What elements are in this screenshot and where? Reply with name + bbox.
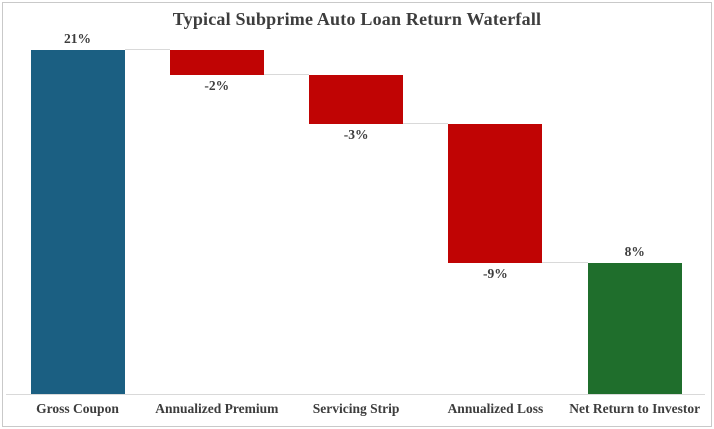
value-label-annualized-loss: -9% <box>483 265 508 281</box>
connector-line-1 <box>124 49 170 50</box>
category-label-servicing-strip: Servicing Strip <box>312 401 400 416</box>
connector-line-2 <box>263 73 310 75</box>
bar-annualized-premium <box>169 50 264 75</box>
value-label-annualized-premium: -2% <box>204 77 230 93</box>
bar-servicing-strip <box>309 74 404 124</box>
chart-title: Typical Subprime Auto Loan Return Waterf… <box>172 9 542 29</box>
x-axis-line <box>6 394 705 395</box>
bar-net-return-to-investor <box>587 262 682 394</box>
category-label-annualized-premium: Annualized Premium <box>155 401 279 416</box>
connector-line-4 <box>542 261 588 263</box>
bar-gross-coupon <box>30 50 125 394</box>
connector-line-3 <box>403 122 449 124</box>
value-label-net-return-to-investor: 8% <box>624 243 645 259</box>
value-label-servicing-strip: -3% <box>343 126 369 142</box>
category-label-annualized-loss: Annualized Loss <box>447 401 544 416</box>
value-label-gross-coupon: 21% <box>64 31 91 46</box>
bar-annualized-loss <box>448 123 543 263</box>
category-label-gross-coupon: Gross Coupon <box>36 401 119 416</box>
category-label-net-return-to-investor: Net Return to Investor <box>569 401 701 416</box>
